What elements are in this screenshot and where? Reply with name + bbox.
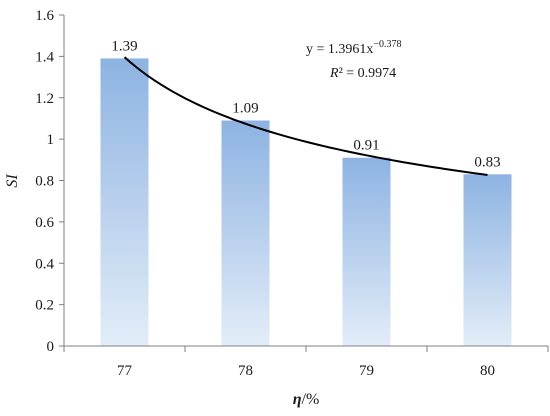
bar-80 (463, 174, 512, 346)
y-tick-label: 1.4 (35, 49, 54, 65)
trend-r2: R² = 0.9974 (329, 66, 396, 81)
x-axis-title-symbol: η (293, 391, 302, 408)
x-tick-label: 78 (238, 363, 253, 379)
y-axis-title: SI (4, 174, 21, 188)
y-tick-label: 0.4 (35, 256, 54, 272)
data-label-80: 0.83 (474, 154, 500, 170)
bar-79 (342, 157, 391, 346)
y-tick-label: 0 (47, 339, 55, 355)
y-tick-label: 0.8 (35, 174, 54, 190)
data-label-79: 0.91 (353, 138, 379, 154)
bar-77 (100, 58, 149, 346)
trend-equation-prefix: y = 1.3961x (306, 42, 373, 57)
x-tick-label: 80 (480, 363, 495, 379)
x-tick-label: 77 (117, 363, 133, 379)
y-tick-label: 1.2 (35, 91, 54, 107)
y-tick-label: 0.2 (35, 298, 54, 314)
bars-group (100, 58, 512, 346)
trendline (123, 56, 488, 176)
trend-r2-value: ² = 0.9974 (339, 66, 397, 81)
x-tick-label: 79 (359, 363, 374, 379)
x-ticks-group: 77 78 79 80 (63, 346, 549, 379)
trend-equation: y = 1.3961x−0.378 (306, 39, 402, 57)
y-tick-label: 1 (47, 132, 55, 148)
data-labels-group: 1.39 1.09 0.91 0.83 (111, 38, 500, 170)
bar-78 (221, 120, 270, 346)
data-label-78: 1.09 (232, 101, 258, 117)
trend-r2-symbol: R (329, 66, 339, 81)
x-axis-title: η/% (293, 391, 320, 408)
data-label-77: 1.39 (111, 38, 137, 54)
x-axis-title-unit: /% (302, 391, 320, 408)
y-tick-label: 0.6 (35, 215, 54, 231)
y-ticks-group: 0 0.2 0.4 0.6 0.8 1 1.2 1.4 1.6 (35, 8, 64, 355)
y-tick-label: 1.6 (35, 8, 54, 24)
trend-equation-exponent: −0.378 (373, 39, 401, 50)
